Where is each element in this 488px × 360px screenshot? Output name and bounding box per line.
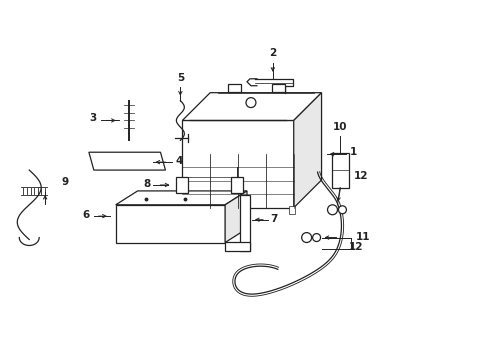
Polygon shape (182, 93, 321, 121)
Ellipse shape (312, 234, 320, 242)
Text: 2: 2 (269, 48, 276, 58)
Bar (227, 84, 241, 92)
Polygon shape (240, 195, 249, 251)
Bar (271, 84, 284, 92)
Text: 4: 4 (175, 156, 183, 166)
Bar (288, 206, 294, 214)
Bar (187, 206, 193, 214)
Text: 8: 8 (143, 179, 150, 189)
Text: 1: 1 (349, 147, 356, 157)
Bar (331, 153, 349, 188)
Text: 6: 6 (82, 210, 90, 220)
Polygon shape (224, 191, 246, 243)
Circle shape (245, 98, 255, 108)
Text: 10: 10 (332, 122, 347, 132)
Text: 3: 3 (89, 113, 97, 123)
Ellipse shape (338, 206, 346, 214)
Text: 11: 11 (355, 231, 369, 242)
Ellipse shape (327, 205, 337, 215)
Bar (182, 121, 293, 208)
Polygon shape (116, 191, 246, 205)
Bar (176, 177, 188, 193)
Ellipse shape (301, 233, 311, 243)
Text: 9: 9 (61, 177, 68, 187)
Polygon shape (89, 152, 165, 170)
Text: 12: 12 (353, 171, 367, 181)
Polygon shape (224, 242, 249, 251)
Text: 12: 12 (347, 243, 362, 252)
Text: 7: 7 (269, 214, 277, 224)
Polygon shape (293, 93, 321, 208)
Polygon shape (116, 205, 224, 243)
Bar (231, 177, 243, 193)
Text: 5: 5 (176, 73, 183, 83)
